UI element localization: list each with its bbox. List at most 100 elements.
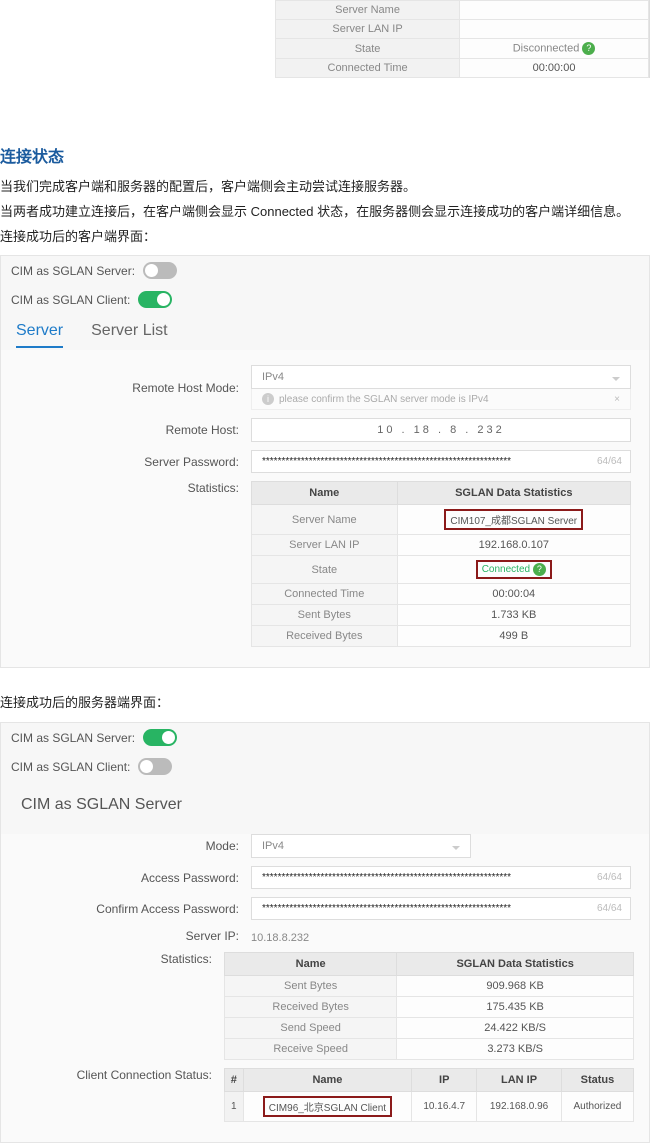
- heading-cim-server: CIM as SGLAN Server: [21, 796, 649, 814]
- hint-text: please confirm the SGLAN server mode is …: [279, 394, 489, 405]
- stat-label: Sent Bytes: [225, 976, 397, 997]
- td-idx: 1: [225, 1092, 244, 1122]
- help-icon[interactable]: ?: [533, 563, 546, 576]
- th-idx: #: [225, 1069, 244, 1092]
- val-server-lan-ip: [460, 20, 649, 39]
- stat-label: Server Name: [252, 505, 398, 535]
- val-connected-time: 00:00:00: [460, 59, 649, 78]
- label-mode: Mode:: [16, 839, 251, 853]
- state-text: Disconnected: [513, 42, 580, 54]
- stat-label: Sent Bytes: [252, 605, 398, 626]
- label-confirm-pwd: Confirm Access Password:: [16, 902, 251, 916]
- input-server-password[interactable]: ****************************************…: [251, 450, 631, 473]
- server-panel: CIM as SGLAN Server: CIM as SGLAN Client…: [0, 722, 650, 1143]
- label-client-status: Client Connection Status:: [16, 1068, 224, 1082]
- section-title-connection-status: 连接状态: [0, 143, 650, 167]
- th-status: Status: [561, 1069, 633, 1092]
- highlight-client-name: CIM96_北京SGLAN Client: [263, 1096, 392, 1117]
- tabs: Server Server List: [1, 314, 649, 350]
- help-icon[interactable]: ?: [582, 42, 595, 55]
- label-server-ip: Server IP:: [16, 929, 251, 943]
- toggle-label-server2: CIM as SGLAN Server:: [11, 731, 135, 745]
- toggle-label-client: CIM as SGLAN Client:: [11, 293, 130, 307]
- pwd-counter: 64/64: [597, 456, 622, 467]
- highlight-state: Connected ?: [476, 560, 552, 579]
- stat-label: Receive Speed: [225, 1039, 397, 1060]
- stat-val: 175.435 KB: [397, 997, 634, 1018]
- client-form: Remote Host Mode: IPv4 i please confirm …: [1, 350, 649, 667]
- val-server-ip: 10.18.8.232: [251, 928, 634, 944]
- th-cip: IP: [412, 1069, 477, 1092]
- stat-val: CIM107_成都SGLAN Server: [397, 505, 630, 535]
- label-server-password: Server Password:: [16, 455, 251, 469]
- toggle-label-server: CIM as SGLAN Server:: [11, 264, 135, 278]
- th-cname: Name: [243, 1069, 412, 1092]
- select-remote-host-mode[interactable]: IPv4: [251, 365, 631, 389]
- label-statistics2: Statistics:: [16, 952, 224, 966]
- label-connected-time: Connected Time: [276, 59, 460, 78]
- label-access-pwd: Access Password:: [16, 871, 251, 885]
- stat-label: State: [252, 556, 398, 584]
- td-cip: 10.16.4.7: [412, 1092, 477, 1122]
- toggle-row-client: CIM as SGLAN Client:: [1, 285, 649, 314]
- label-remote-host-mode: Remote Host Mode:: [16, 381, 251, 395]
- toggle-sglan-server[interactable]: [143, 262, 177, 279]
- stat-label: Connected Time: [252, 584, 398, 605]
- th-name: Name: [252, 482, 398, 505]
- th-data-stats2: SGLAN Data Statistics: [397, 953, 634, 976]
- server-form: Mode: IPv4 Access Password: ************…: [1, 834, 649, 1142]
- pwd-counter3: 64/64: [597, 903, 622, 914]
- stat-label: Received Bytes: [252, 626, 398, 647]
- client-stats-table: NameSGLAN Data Statistics Server Name CIM…: [251, 481, 631, 647]
- toggle-sglan-client[interactable]: [138, 291, 172, 308]
- toggle-sglan-client2[interactable]: [138, 758, 172, 775]
- server-stats-table: NameSGLAN Data Statistics Sent Bytes909.…: [224, 952, 634, 1060]
- stat-val: Connected ?: [397, 556, 630, 584]
- toggle-row-server2: CIM as SGLAN Server:: [1, 723, 649, 752]
- pwd-counter2: 64/64: [597, 872, 622, 883]
- stat-label: Server LAN IP: [252, 535, 398, 556]
- label-server-name: Server Name: [276, 1, 460, 20]
- tab-server[interactable]: Server: [16, 322, 63, 348]
- client-connection-table: # Name IP LAN IP Status 1 CIM96_北京SGLAN …: [224, 1068, 634, 1122]
- stat-val: 3.273 KB/S: [397, 1039, 634, 1060]
- para-client-ui: 连接成功后的客户端界面：: [0, 227, 650, 248]
- stat-label: Send Speed: [225, 1018, 397, 1039]
- client-panel: CIM as SGLAN Server: CIM as SGLAN Client…: [0, 255, 650, 668]
- top-stats-fragment: Server Name Server LAN IP StateDisconnec…: [275, 0, 650, 78]
- td-lanip: 192.168.0.96: [477, 1092, 562, 1122]
- val-server-name: [460, 1, 649, 20]
- highlight-server-name: CIM107_成都SGLAN Server: [444, 509, 583, 530]
- stat-val: 1.733 KB: [397, 605, 630, 626]
- stat-val: 00:00:04: [397, 584, 630, 605]
- tab-server-list[interactable]: Server List: [91, 322, 167, 348]
- td-status: Authorized: [561, 1092, 633, 1122]
- client-row[interactable]: 1 CIM96_北京SGLAN Client 10.16.4.7 192.168…: [225, 1092, 634, 1122]
- label-remote-host: Remote Host:: [16, 423, 251, 437]
- th-lanip: LAN IP: [477, 1069, 562, 1092]
- label-server-lan-ip: Server LAN IP: [276, 20, 460, 39]
- toggle-row-server: CIM as SGLAN Server:: [1, 256, 649, 285]
- th-name2: Name: [225, 953, 397, 976]
- input-remote-host[interactable]: 10 . 18 . 8 . 232: [251, 418, 631, 442]
- para-connected: 当两者成功建立连接后，在客户端侧会显示 Connected 状态，在服务器侧会显…: [0, 202, 650, 223]
- stat-val: 24.422 KB/S: [397, 1018, 634, 1039]
- para-server-ui: 连接成功后的服务器端界面：: [0, 693, 650, 714]
- info-icon: i: [262, 393, 274, 405]
- stat-label: Received Bytes: [225, 997, 397, 1018]
- toggle-row-client2: CIM as SGLAN Client:: [1, 752, 649, 781]
- close-icon[interactable]: ×: [614, 394, 620, 405]
- stat-val: 909.968 KB: [397, 976, 634, 997]
- top-stats-table: Server Name Server LAN IP StateDisconnec…: [275, 0, 649, 78]
- connected-text: Connected: [482, 565, 530, 576]
- th-data-stats: SGLAN Data Statistics: [397, 482, 630, 505]
- label-state: State: [276, 39, 460, 59]
- td-cname: CIM96_北京SGLAN Client: [243, 1092, 412, 1122]
- stat-val: 499 B: [397, 626, 630, 647]
- input-access-pwd[interactable]: ****************************************…: [251, 866, 631, 889]
- toggle-sglan-server2[interactable]: [143, 729, 177, 746]
- hint-ipv4: i please confirm the SGLAN server mode i…: [251, 389, 631, 410]
- input-confirm-pwd[interactable]: ****************************************…: [251, 897, 631, 920]
- val-state: Disconnected ?: [460, 39, 649, 59]
- toggle-label-client2: CIM as SGLAN Client:: [11, 760, 130, 774]
